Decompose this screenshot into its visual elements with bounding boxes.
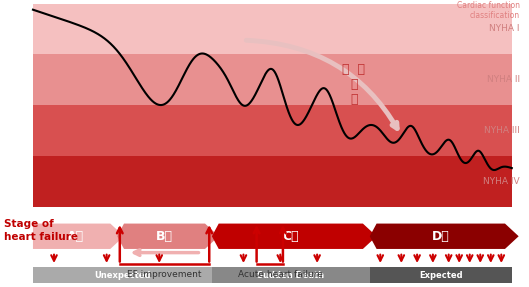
Text: NYHA IV: NYHA IV <box>483 177 519 186</box>
Bar <box>33 4 512 54</box>
Polygon shape <box>212 224 377 249</box>
Text: Cardiac function
classification: Cardiac function classification <box>457 1 519 20</box>
Bar <box>370 267 512 283</box>
Text: NYHA III: NYHA III <box>484 126 519 135</box>
Text: D期: D期 <box>432 230 450 243</box>
Text: Acute heart failure: Acute heart failure <box>238 269 323 279</box>
Polygon shape <box>33 224 124 249</box>
Text: Expected: Expected <box>419 271 462 280</box>
Text: Sudden Death: Sudden Death <box>257 271 324 280</box>
Text: C期: C期 <box>282 230 299 243</box>
Text: A期: A期 <box>67 230 84 243</box>
Bar <box>33 156 512 207</box>
Text: Unexpected: Unexpected <box>94 271 151 280</box>
Text: EF improvement: EF improvement <box>127 269 202 279</box>
Text: B期: B期 <box>156 230 173 243</box>
Text: Stage of
heart failure: Stage of heart failure <box>4 220 78 242</box>
Bar <box>33 54 512 105</box>
Bar <box>33 105 512 156</box>
Text: 心  衰
进
程: 心 衰 进 程 <box>342 63 366 106</box>
Text: NYHA I: NYHA I <box>489 24 519 34</box>
Polygon shape <box>117 224 218 249</box>
Text: NYHA II: NYHA II <box>487 75 519 84</box>
Bar <box>33 267 212 283</box>
Bar <box>212 267 370 283</box>
Polygon shape <box>370 224 518 249</box>
